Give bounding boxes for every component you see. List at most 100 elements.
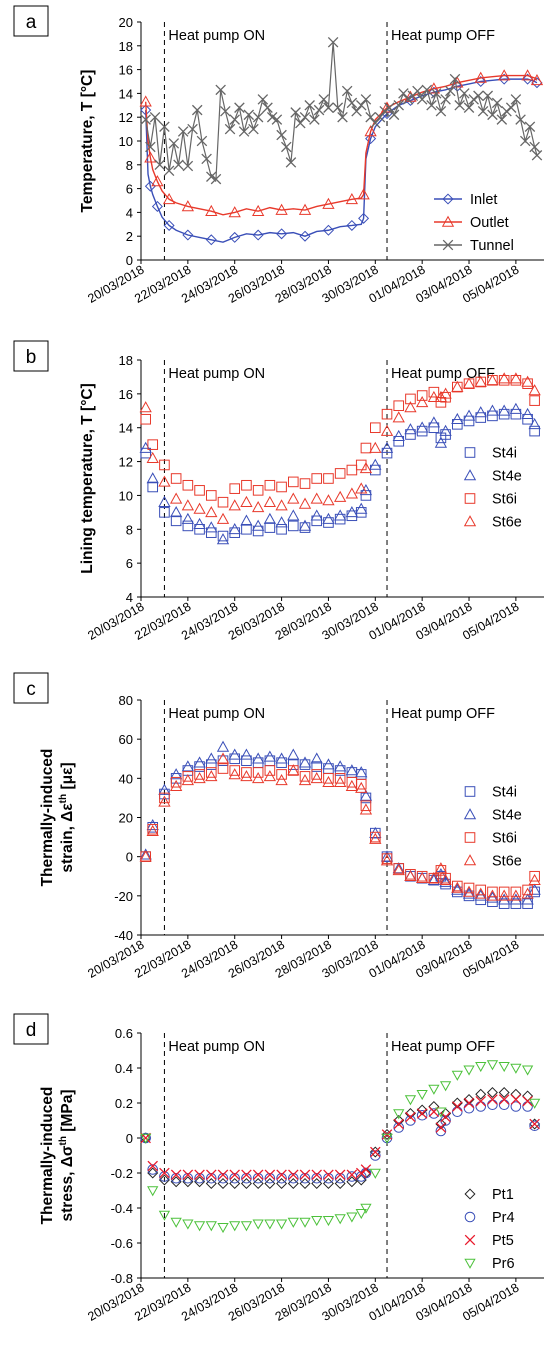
data-point [451,883,464,895]
data-point [170,473,182,484]
data-point [205,1172,217,1184]
data-point [252,500,265,513]
data-point [241,523,252,535]
data-point [434,390,448,403]
data-point [240,770,253,782]
data-point [332,102,344,113]
data-point [475,1095,486,1107]
annotation-on: Heat pump ON [168,366,265,382]
data-point [228,206,241,218]
data-point [322,224,334,236]
data-point [359,462,373,474]
data-point [310,509,323,521]
unit: [MPa] [59,1090,76,1137]
data-point [299,759,311,770]
data-point [147,1160,158,1172]
data-point [475,1101,487,1112]
data-point [295,117,306,129]
data-point [322,1215,335,1227]
data-point [276,129,287,141]
data-point [428,1106,440,1118]
data-point [323,473,334,484]
data-point [139,850,152,862]
data-point [370,831,381,843]
data-point [427,873,441,885]
y-tick-label: 4 [126,590,133,605]
data-point [263,750,277,762]
data-point [345,192,359,205]
data-point [510,408,522,420]
data-point [170,1176,182,1188]
data-point [369,458,382,470]
y-tick-label: 80 [119,693,133,708]
data-point [323,1169,334,1181]
data-point [393,1122,405,1133]
annotation-on: Heat pump ON [168,28,265,44]
y-tick-label: 12 [119,455,133,470]
data-point [252,519,265,531]
legend-marker [464,447,476,458]
data-point [252,204,265,217]
data-point [191,104,203,116]
data-point [463,1093,475,1106]
data-point [205,752,218,764]
data-point [359,484,373,496]
data-point [298,773,312,786]
data-point [322,512,335,524]
data-point [405,393,416,405]
data-point [381,853,393,864]
data-point [510,1094,522,1105]
data-point [487,410,498,422]
data-point [498,404,511,416]
data-point [426,100,437,111]
data-point [147,821,159,833]
data-point [360,792,372,804]
y-tick-label: 40 [119,771,133,786]
data-point [216,512,230,524]
data-point [229,114,240,125]
data-point [139,441,152,453]
data-point [509,889,523,901]
data-point [205,204,218,217]
data-point [439,1081,452,1092]
data-point [355,502,368,514]
legend-marker [464,786,476,797]
data-point [263,495,277,507]
data-point [369,1146,381,1158]
data-point [510,886,522,898]
data-point [240,1221,253,1232]
data-point [182,771,194,782]
y-tick-label: 2 [126,229,133,244]
data-point [487,1094,498,1105]
panel-label: b [26,347,37,368]
data-point [146,472,159,484]
data-point [416,1089,428,1101]
data-point [322,775,335,788]
data-point [139,95,152,107]
data-point [205,527,217,538]
series-st6i [140,375,540,508]
data-point [355,1167,367,1179]
data-point [334,490,347,502]
data-point [194,523,205,535]
data-point [252,767,264,778]
data-point [374,111,386,123]
data-point [310,752,323,764]
data-point [439,424,452,436]
data-point [194,485,205,496]
data-point [355,778,367,790]
data-point [182,229,194,241]
data-point [159,1171,170,1182]
legend-label: St4i [492,446,517,462]
data-point [440,1107,452,1120]
data-point [498,1099,510,1111]
data-point [264,765,276,776]
data-point [170,515,182,527]
data-point [486,889,499,901]
data-point [275,516,288,528]
data-point [228,522,241,535]
data-point [468,94,479,105]
data-point [370,1146,381,1158]
data-point [140,447,151,459]
